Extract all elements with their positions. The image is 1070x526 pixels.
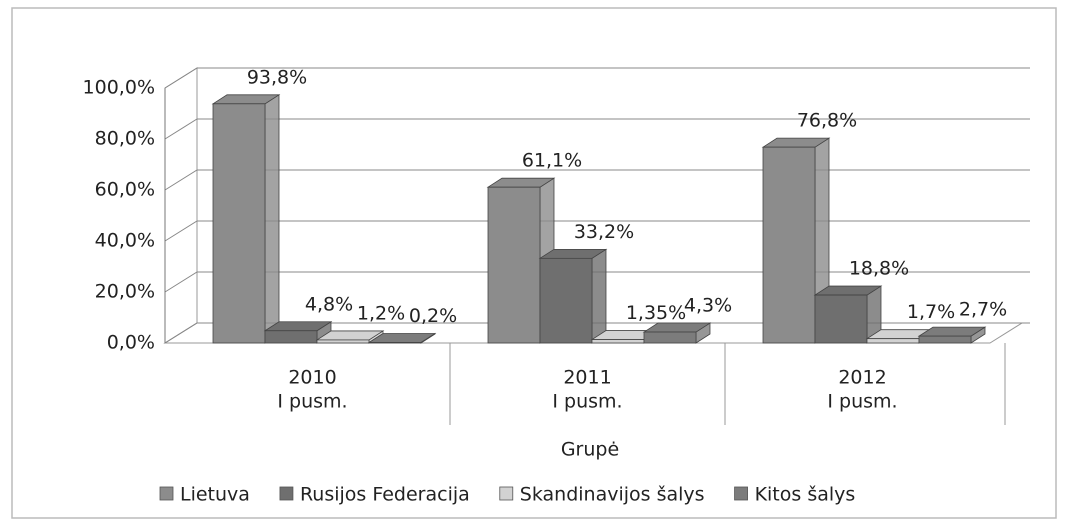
legend-label: Lietuva	[180, 484, 250, 506]
bar	[316, 339, 370, 344]
bar	[866, 338, 920, 344]
bar	[264, 330, 318, 344]
data-label: 2,7%	[959, 299, 1007, 321]
x-tick-label: I pusm.	[552, 391, 622, 413]
bar	[591, 339, 645, 344]
bar	[643, 331, 697, 344]
legend-swatch	[159, 486, 174, 501]
x-tick-label: I pusm.	[827, 391, 897, 413]
grid-line	[164, 271, 1030, 293]
grid-line	[164, 220, 1030, 242]
legend-label: Kitos šalys	[755, 484, 856, 506]
bar-side	[591, 248, 607, 344]
data-label: 0,2%	[409, 305, 457, 327]
x-tick-label: 2012	[838, 367, 886, 389]
x-axis-title: Grupė	[561, 439, 619, 461]
data-label: 1,2%	[357, 302, 405, 324]
y-tick-label: 80,0%	[95, 128, 155, 150]
data-label: 93,8%	[247, 66, 307, 88]
bar	[368, 342, 422, 344]
bar	[762, 146, 816, 344]
data-label: 33,2%	[574, 221, 634, 243]
legend-label: Skandinavijos šalys	[520, 484, 705, 506]
data-label: 18,8%	[849, 258, 909, 280]
y-tick-label: 0,0%	[107, 332, 155, 354]
y-tick-label: 20,0%	[95, 281, 155, 303]
y-tick-label: 40,0%	[95, 230, 155, 252]
y-tick-label: 100,0%	[83, 77, 155, 99]
legend-swatch	[499, 486, 514, 501]
data-label: 76,8%	[797, 110, 857, 132]
grid-line	[164, 67, 1030, 89]
y-tick-label: 60,0%	[95, 179, 155, 201]
bar	[539, 257, 593, 344]
legend-swatch	[279, 486, 294, 501]
grid-line	[164, 118, 1030, 140]
data-label: 1,7%	[907, 301, 955, 323]
bar-side	[264, 94, 280, 344]
grid-line	[164, 322, 1030, 344]
data-label: 4,8%	[305, 293, 353, 315]
bar	[212, 103, 266, 344]
legend-label: Rusijos Federacija	[300, 484, 470, 506]
data-label: 1,35%	[626, 302, 686, 324]
x-tick-label: I pusm.	[277, 391, 347, 413]
bar	[918, 335, 972, 344]
grid-line	[164, 169, 1030, 191]
data-label: 4,3%	[684, 295, 732, 317]
bar	[487, 186, 541, 344]
legend-swatch	[734, 486, 748, 501]
x-tick-label: 2010	[288, 367, 336, 389]
bar	[814, 294, 868, 344]
data-label: 61,1%	[522, 150, 582, 172]
x-tick-label: 2011	[563, 367, 611, 389]
